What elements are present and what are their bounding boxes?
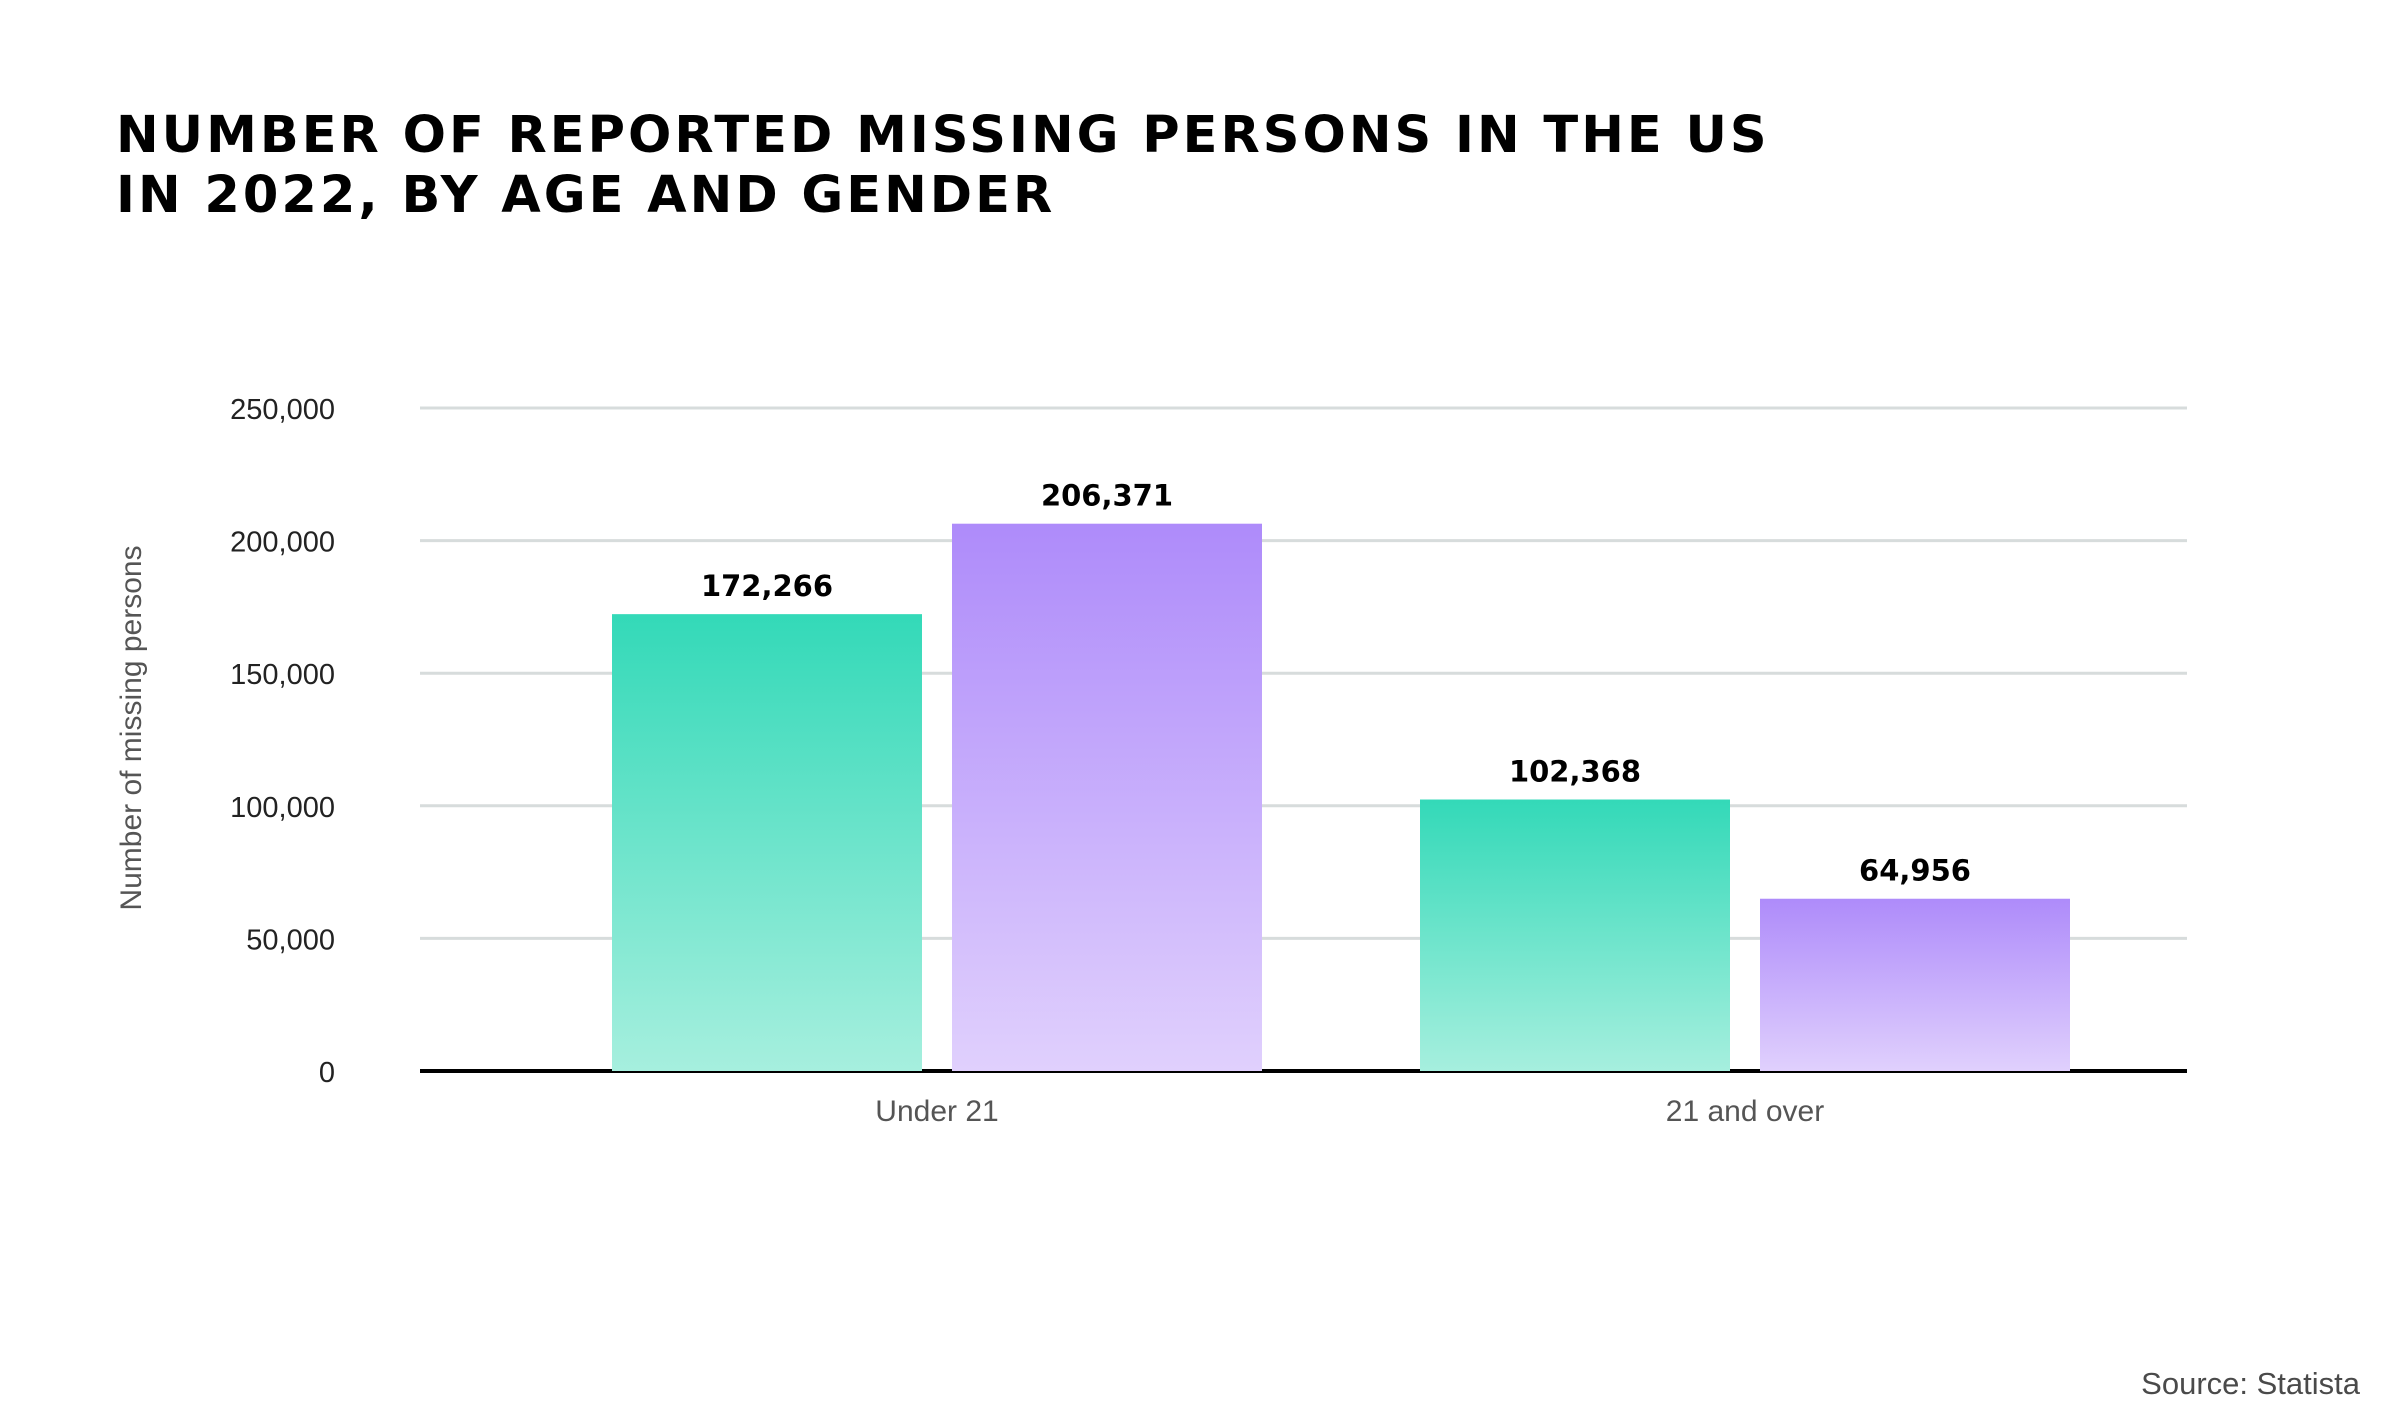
chart-title: NUMBER OF REPORTED MISSING PERSONS IN TH… bbox=[116, 106, 1770, 226]
labels: 0 50,000 100,000 150,000 200,000 250,000 172,2… bbox=[115, 394, 1971, 1128]
y-tick-label: 0 bbox=[319, 1057, 335, 1089]
source-note: Source: Statista bbox=[2141, 1366, 2360, 1401]
chart-title-line-1: NUMBER OF REPORTED MISSING PERSONS IN TH… bbox=[116, 106, 1770, 165]
bars bbox=[612, 523, 2070, 1071]
y-tick-label: 200,000 bbox=[230, 527, 335, 559]
bar-series-2-under-21 bbox=[952, 523, 1262, 1071]
y-tick-label: 50,000 bbox=[246, 924, 335, 956]
y-tick-label: 250,000 bbox=[230, 394, 335, 426]
data-label: 206,371 bbox=[1041, 479, 1173, 513]
y-tick-label: 150,000 bbox=[230, 659, 335, 691]
x-tick-label: Under 21 bbox=[875, 1095, 998, 1128]
bar-series-1-21-and-over bbox=[1420, 799, 1730, 1071]
y-axis-label: Number of missing persons bbox=[115, 545, 148, 910]
data-label: 102,368 bbox=[1509, 755, 1641, 789]
bar-series-1-under-21 bbox=[612, 614, 922, 1071]
x-tick-label: 21 and over bbox=[1666, 1095, 1824, 1128]
bar-series-2-21-and-over bbox=[1760, 898, 2070, 1071]
data-label: 64,956 bbox=[1859, 854, 1971, 888]
y-tick-label: 100,000 bbox=[230, 792, 335, 824]
data-label: 172,266 bbox=[701, 569, 833, 603]
chart-title-line-2: IN 2022, BY AGE AND GENDER bbox=[116, 166, 1056, 225]
